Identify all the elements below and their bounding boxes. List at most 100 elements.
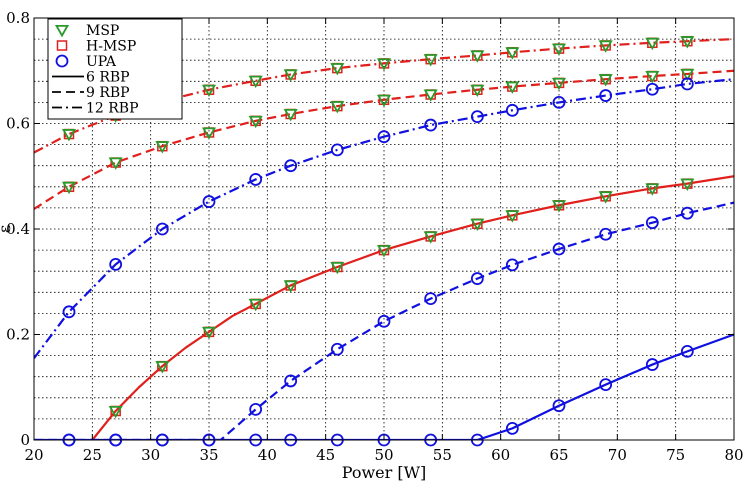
upa-marker [505,258,519,272]
msp-marker [470,218,485,232]
msp-marker [551,43,567,56]
upa-marker [552,242,566,256]
msp-marker [376,245,392,258]
upa-marker [155,222,169,236]
msp-marker [330,101,345,114]
msp-marker [680,178,695,191]
msp-marker [248,75,263,89]
msp-marker [680,36,695,49]
msp-marker [470,84,485,98]
msp-marker [155,361,170,374]
msp-marker [283,108,298,122]
msp-marker [155,141,170,154]
legend-label-upa: UPA [86,54,117,70]
y-tick-label: 0.2 [6,326,30,344]
series-line-0 [91,175,734,440]
upa-marker [552,399,566,413]
upa-marker [680,344,694,358]
upa-marker [599,227,613,241]
series-line-5 [34,78,734,359]
series-line-1 [34,69,734,210]
upa-marker [377,130,391,144]
msp-marker [551,77,567,91]
upa-marker [330,342,344,356]
legend-label-rbp12: 12 RBP [86,101,139,117]
x-tick-label: 80 [724,446,743,464]
x-tick-label: 75 [666,446,685,464]
msp-marker [645,71,660,84]
msp-marker [505,47,520,60]
upa-marker [424,292,438,306]
msp-marker [470,50,485,63]
msp-marker [61,129,77,142]
msp-marker [376,58,392,71]
x-tick-label: 40 [258,446,277,464]
upa-marker [470,272,484,285]
y-tick-label: 0 [20,431,30,449]
msp-marker [108,405,123,419]
upa-marker [62,305,76,319]
y-axis-label: ε [0,225,14,233]
legend-box [47,18,183,120]
y-tick-label: 0.4 [6,220,30,238]
msp-marker [330,261,345,275]
upa-marker [424,118,438,132]
msp-marker [551,200,567,213]
msp-marker [108,157,123,170]
msp-marker [248,298,263,312]
upa-marker [470,110,484,124]
msp-marker [645,37,660,51]
upa-marker [505,103,519,117]
series-line-3 [34,333,734,440]
msp-marker [423,54,438,67]
legend-symbol-upa [55,54,69,68]
upa-marker [645,358,659,371]
msp-marker [201,127,217,140]
x-tick-label: 65 [549,446,568,464]
legend-label-rbp9: 9 RBP [86,85,130,101]
msp-marker [598,191,613,204]
upa-marker [552,96,566,109]
upa-marker [680,206,694,220]
legend-symbol-msp [54,24,70,38]
msp-marker [423,231,438,244]
msp-marker [376,94,392,108]
msp-marker [598,74,613,87]
msp-marker [61,181,77,195]
msp-marker [505,210,520,223]
x-tick-labels: 20 25 30 35 40 45 50 55 60 65 70 75 80 [24,446,743,464]
series-layer [34,38,734,440]
legend-label-rbp6: 6 RBP [86,70,130,86]
msp-marker [201,326,217,340]
x-tick-label: 45 [316,446,335,464]
upa-marker [645,216,659,230]
y-tick-label: 0.8 [6,9,30,27]
msp-marker [505,81,520,94]
upa-marker [599,378,613,392]
legend-label-msp: MSP [86,23,119,39]
upa-marker [249,403,263,416]
upa-marker [645,82,659,96]
upa-marker [202,195,216,208]
x-tick-label: 50 [374,446,393,464]
upa-marker [284,159,298,173]
upa-marker [680,77,694,91]
x-tick-label: 60 [491,446,510,464]
y-tick-labels: 0 0.2 0.4 0.6 0.8 [6,9,30,449]
x-tick-label: 20 [24,446,43,464]
x-tick-label: 55 [433,446,452,464]
msp-marker [680,68,695,82]
msp-marker [201,84,217,98]
msp-marker [423,89,438,102]
x-tick-label: 35 [199,446,218,464]
msp-marker [330,63,345,76]
upa-marker [284,374,298,388]
msp-marker [598,40,613,53]
upa-marker [599,89,613,102]
x-axis-label: Power [W] [342,463,427,482]
msp-marker [645,183,660,196]
upa-marker [377,314,391,328]
upa-marker [505,421,519,435]
upa-marker [249,173,263,186]
